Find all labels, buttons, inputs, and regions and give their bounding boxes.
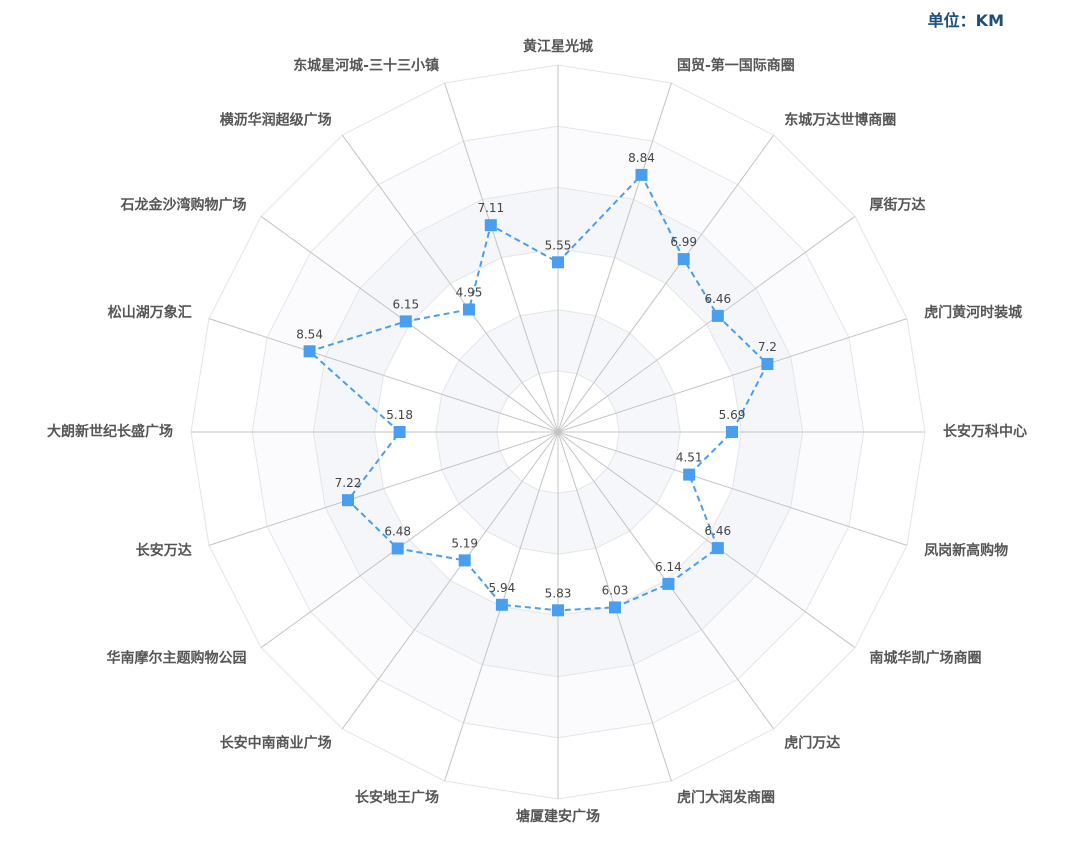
axis-label: 长安中南商业广场 (220, 735, 332, 752)
value-label: 7.2 (758, 340, 777, 354)
data-point (552, 256, 564, 269)
data-point (662, 577, 675, 590)
data-point (711, 309, 724, 322)
value-label: 5.83 (545, 586, 572, 600)
axis-label: 国贸-第一国际商圈 (677, 57, 795, 74)
spoke-2 (557, 134, 775, 433)
data-point (458, 554, 471, 567)
axis-label: 虎门大润发商圈 (677, 789, 775, 806)
value-label: 6.48 (384, 525, 411, 539)
value-label: 8.84 (628, 151, 655, 165)
spoke-18 (341, 134, 559, 433)
axis-label: 塘厦建安广场 (516, 808, 600, 825)
data-point (303, 345, 316, 358)
value-label: 6.99 (670, 235, 697, 249)
spoke-13 (260, 431, 559, 649)
data-point (635, 168, 648, 181)
value-label: 6.15 (392, 297, 419, 311)
axis-label: 东城万达世博商圈 (784, 112, 896, 129)
spoke-19 (444, 82, 559, 433)
spoke-12 (341, 431, 559, 730)
axis-label: 南城华凯广场商圈 (870, 649, 982, 666)
value-label: 6.14 (655, 560, 682, 574)
value-label: 5.55 (545, 238, 572, 252)
axis-label: 松山湖万象汇 (108, 304, 192, 321)
axis-label: 虎门黄河时装城 (924, 304, 1022, 321)
value-label: 5.69 (719, 408, 746, 422)
axis-label: 东城星河城-三十三小镇 (293, 57, 439, 74)
value-label: 6.46 (704, 292, 731, 306)
axis-label: 横沥华润超级广场 (220, 112, 332, 129)
data-point (711, 542, 724, 555)
spoke-4 (557, 318, 908, 433)
axis-label: 石龙金沙湾购物广场 (120, 197, 247, 214)
value-label: 5.18 (386, 408, 413, 422)
data-point (399, 315, 412, 328)
spoke-6 (557, 431, 908, 546)
value-label: 4.95 (456, 286, 483, 300)
axis-label: 长安万科中心 (943, 423, 1027, 440)
axis-label: 华南摩尔主题购物公园 (107, 649, 247, 666)
data-point (677, 253, 690, 266)
spoke-3 (557, 215, 856, 433)
value-label: 8.54 (296, 327, 323, 341)
data-point (342, 494, 354, 507)
value-label: 6.03 (602, 583, 629, 597)
spoke-1 (557, 82, 672, 433)
data-point (726, 426, 738, 438)
axis-label: 大朗新世纪长盛广场 (47, 423, 173, 440)
value-label: 5.94 (489, 581, 516, 595)
data-point (463, 303, 475, 316)
value-label: 5.19 (451, 536, 478, 550)
axis-label: 虎门万达 (784, 735, 840, 752)
data-point (484, 219, 497, 232)
value-label: 6.46 (704, 524, 731, 538)
axis-label: 黄江星光城 (523, 38, 593, 55)
axis-label: 长安地王广场 (355, 789, 439, 806)
data-point (683, 468, 696, 481)
data-point (391, 542, 404, 555)
data-point (393, 426, 406, 438)
value-label: 7.22 (335, 476, 362, 490)
spoke-16 (208, 318, 559, 433)
axis-label: 厚街万达 (870, 197, 926, 214)
spoke-14 (208, 431, 559, 546)
data-point (609, 601, 621, 614)
value-label: 4.51 (676, 451, 703, 465)
data-point (552, 604, 564, 617)
value-label: 7.11 (477, 201, 504, 215)
axis-label: 长安万达 (136, 542, 192, 559)
spoke-7 (557, 431, 856, 649)
axis-label: 凤岗新高购物 (924, 542, 1008, 559)
unit-label: 单位：KM (927, 11, 1004, 30)
data-point (761, 358, 774, 370)
data-point (495, 598, 508, 611)
